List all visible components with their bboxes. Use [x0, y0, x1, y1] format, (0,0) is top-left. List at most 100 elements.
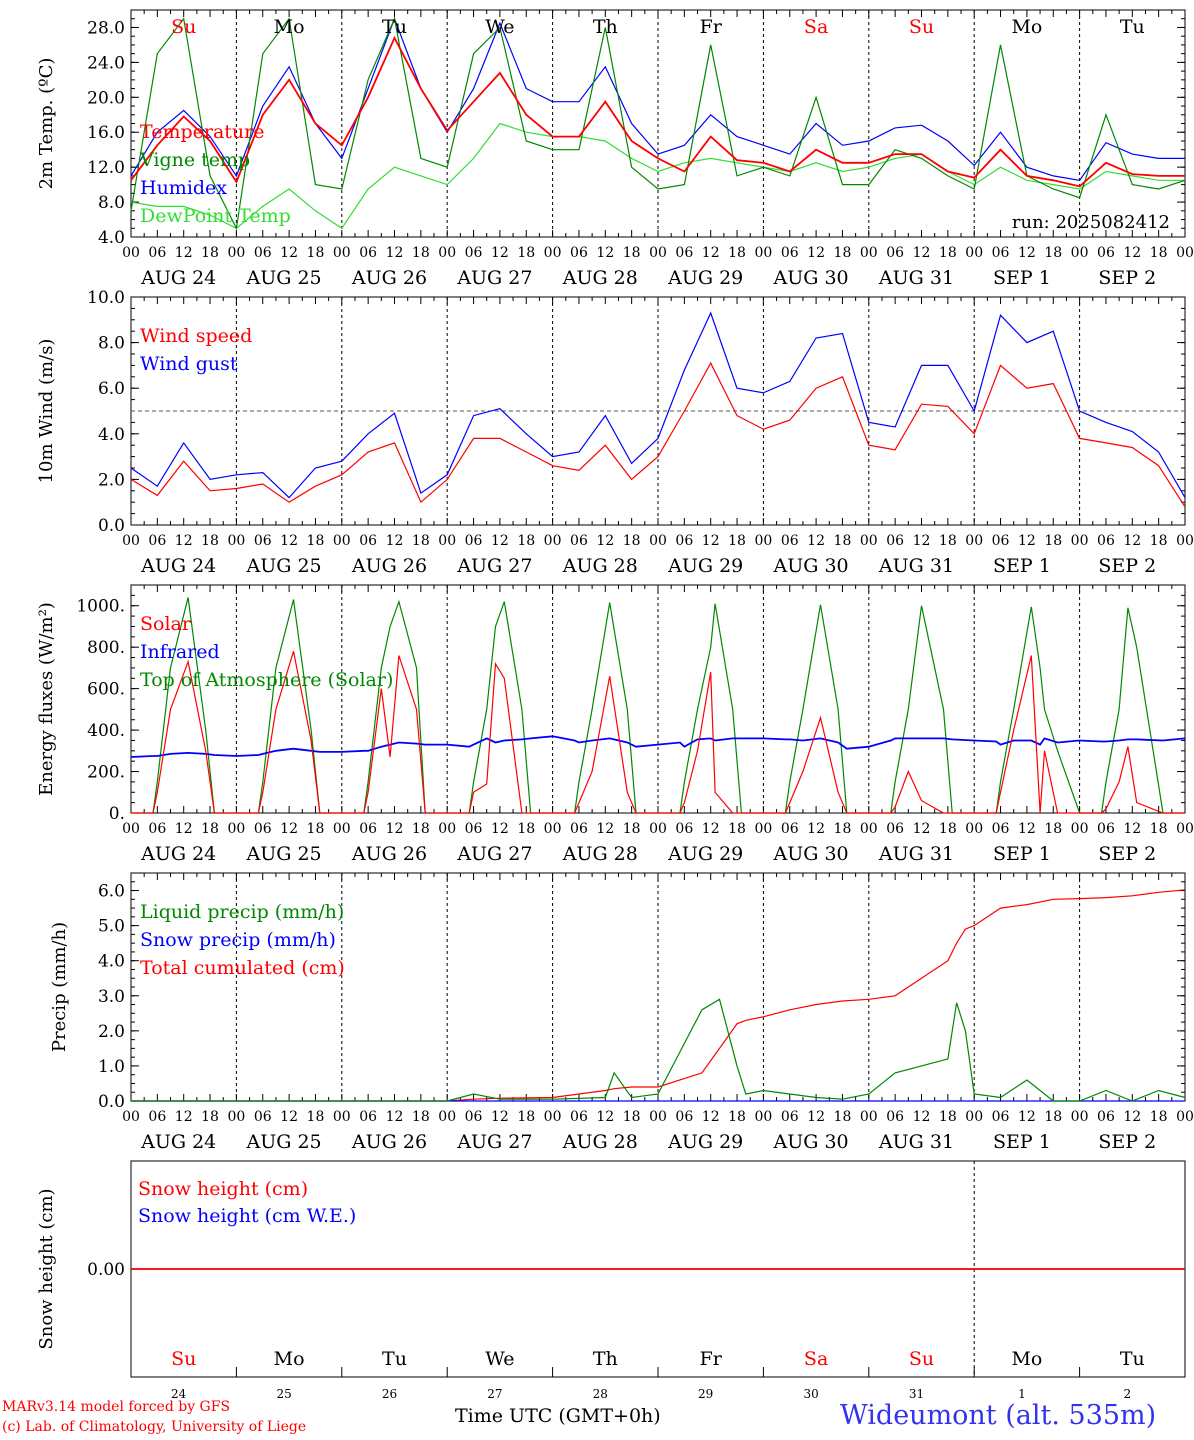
hour-tick-label: 06	[465, 533, 483, 549]
series-liquid-precip-mm-h-	[131, 998, 1186, 1102]
hour-tick-label: 18	[1044, 245, 1062, 261]
y-tick-label: 2.0	[98, 470, 125, 490]
hour-tick-label: 00	[860, 533, 878, 549]
station-label: Wideumont (alt. 535m)	[840, 1400, 1157, 1431]
date-label: AUG 26	[351, 843, 427, 865]
date-label: AUG 31	[878, 555, 954, 577]
hour-tick-label: 12	[1123, 1109, 1141, 1125]
hour-tick-label: 00	[649, 245, 667, 261]
hour-tick-label: 12	[491, 245, 509, 261]
hour-tick-label: 18	[728, 245, 746, 261]
date-label: AUG 31	[878, 1131, 954, 1153]
lab-credit: (c) Lab. of Climatology, University of L…	[2, 1419, 307, 1435]
y-tick-label: 600.	[87, 680, 125, 700]
hour-tick-label: 12	[913, 821, 931, 837]
hour-tick-label: 12	[175, 245, 193, 261]
hour-tick-label: 18	[939, 245, 957, 261]
y-tick-label: 5.0	[98, 917, 125, 937]
hour-tick-label: 06	[359, 533, 377, 549]
legend-entry: Humidex	[140, 177, 227, 199]
hour-tick-label: 18	[307, 245, 325, 261]
hour-tick-label: 06	[992, 821, 1010, 837]
hour-tick-label: 00	[754, 1109, 772, 1125]
series-humidex	[130, 17, 1185, 181]
hour-tick-label: 00	[333, 1109, 351, 1125]
hour-tick-label: 18	[1150, 245, 1168, 261]
hour-tick-label: 06	[254, 533, 272, 549]
date-label: SEP 1	[993, 843, 1051, 865]
day-number-label: 26	[382, 1387, 397, 1401]
hour-tick-label: 06	[992, 533, 1010, 549]
hour-tick-label: 18	[939, 533, 957, 549]
hour-tick-label: 00	[438, 1109, 456, 1125]
weekday-label: Su	[909, 16, 934, 38]
date-label: AUG 30	[773, 267, 849, 289]
series-solar	[131, 651, 1185, 814]
y-tick-label: 28.0	[87, 18, 125, 38]
hour-tick-label: 12	[386, 245, 404, 261]
date-label: AUG 24	[140, 1131, 216, 1153]
hour-tick-label: 18	[1044, 1109, 1062, 1125]
y-axis-label: Precip (mm/h)	[49, 922, 70, 1052]
date-label: AUG 29	[667, 555, 743, 577]
legend-entry: Top of Atmosphere (Solar)	[140, 669, 393, 691]
hour-tick-label: 06	[465, 1109, 483, 1125]
hour-tick-label: 00	[754, 533, 772, 549]
hour-tick-label: 18	[728, 1109, 746, 1125]
hour-tick-label: 18	[1150, 821, 1168, 837]
hour-tick-label: 00	[1176, 245, 1194, 261]
day-number-label: 28	[593, 1387, 608, 1401]
weekday-label: Sa	[804, 1348, 828, 1370]
hour-tick-label: 12	[702, 533, 720, 549]
weekday-label: Mo	[1011, 16, 1042, 38]
hour-tick-label: 18	[307, 1109, 325, 1125]
weekday-label: Fr	[700, 16, 723, 38]
date-label: AUG 29	[667, 267, 743, 289]
weekday-label: Tu	[382, 16, 407, 38]
hour-tick-label: 00	[965, 1109, 983, 1125]
y-tick-label: 200.	[87, 763, 125, 783]
hour-tick-label: 00	[227, 533, 245, 549]
hour-tick-label: 00	[649, 533, 667, 549]
hour-tick-label: 18	[412, 245, 430, 261]
day-number-label: 25	[276, 1387, 291, 1401]
hour-tick-label: 00	[122, 1109, 140, 1125]
day-number-label: 2	[1123, 1387, 1131, 1401]
weekday-label: Tu	[1120, 16, 1145, 38]
hour-tick-label: 00	[965, 245, 983, 261]
y-tick-label: 4.0	[98, 425, 125, 445]
y-tick-label: 4.0	[98, 952, 125, 972]
hour-tick-label: 12	[702, 821, 720, 837]
weekday-label: We	[485, 16, 514, 38]
series-dewpoint-temp	[130, 122, 1185, 230]
date-label: SEP 1	[993, 555, 1051, 577]
hour-tick-label: 06	[359, 245, 377, 261]
hour-tick-label: 12	[702, 245, 720, 261]
hour-tick-label: 00	[438, 821, 456, 837]
hour-tick-label: 06	[148, 245, 166, 261]
hour-tick-label: 18	[201, 821, 219, 837]
hour-tick-label: 00	[227, 245, 245, 261]
weekday-label: Mo	[274, 16, 305, 38]
hour-tick-label: 00	[544, 1109, 562, 1125]
hour-tick-label: 06	[781, 245, 799, 261]
weekday-label: Su	[171, 16, 196, 38]
hour-tick-label: 00	[1176, 1109, 1194, 1125]
date-label: SEP 2	[1098, 555, 1156, 577]
hour-tick-label: 12	[807, 821, 825, 837]
hour-tick-label: 00	[1071, 821, 1089, 837]
hour-tick-label: 00	[122, 533, 140, 549]
hour-tick-label: 18	[1150, 1109, 1168, 1125]
hour-tick-label: 00	[227, 821, 245, 837]
hour-tick-label: 18	[939, 821, 957, 837]
date-label: AUG 26	[351, 1131, 427, 1153]
date-label: AUG 27	[456, 267, 532, 289]
hour-tick-label: 12	[280, 821, 298, 837]
hour-tick-label: 12	[386, 533, 404, 549]
hour-tick-label: 06	[148, 533, 166, 549]
hour-tick-label: 06	[254, 821, 272, 837]
hour-tick-label: 18	[412, 533, 430, 549]
run-label: run: 2025082412	[1012, 212, 1170, 233]
hour-tick-label: 00	[860, 821, 878, 837]
weekday-label: Su	[171, 1348, 196, 1370]
